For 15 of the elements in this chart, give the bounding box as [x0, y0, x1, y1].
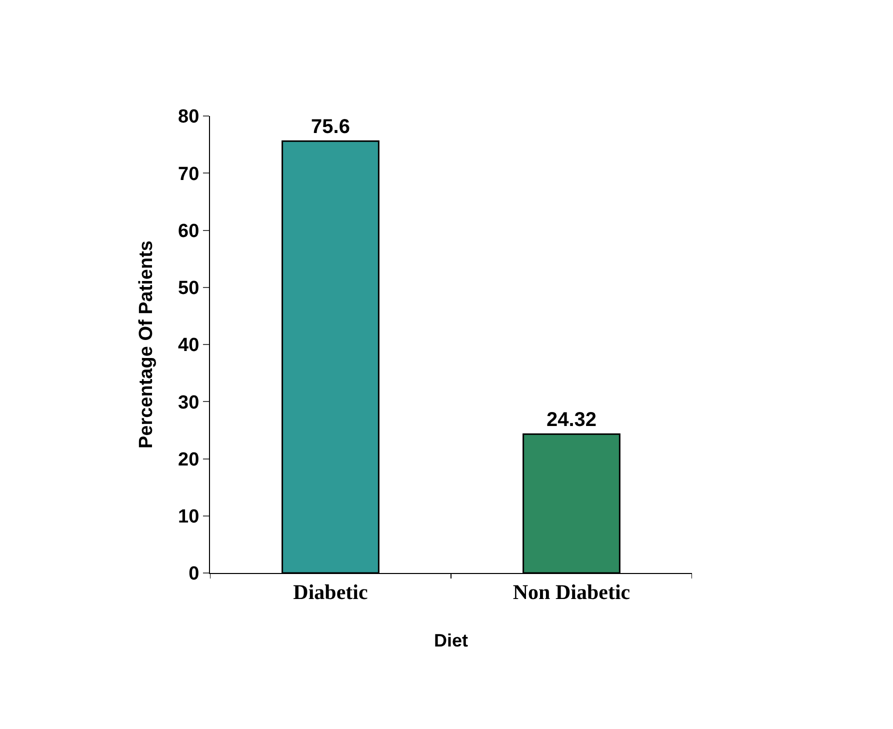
x-axis-title: Diet [434, 630, 468, 650]
data-label: 75.6 [311, 116, 350, 138]
y-tick-label: 10 [178, 506, 200, 528]
y-tick-label: 30 [178, 392, 200, 414]
y-tick-label: 70 [178, 164, 200, 185]
y-tick-label: 0 [188, 564, 200, 585]
y-tick-label: 60 [178, 220, 200, 242]
y-axis-title: Percentage Of Patients [136, 240, 157, 449]
data-label: 24.32 [546, 409, 597, 432]
y-tick-label: 80 [178, 106, 200, 128]
x-tick-label: Diabetic [293, 580, 368, 604]
y-tick-label: 50 [178, 278, 200, 300]
x-tick-label: Non Diabetic [512, 580, 630, 604]
y-tick-label: 40 [178, 335, 200, 356]
y-tick-label: 20 [178, 449, 200, 470]
